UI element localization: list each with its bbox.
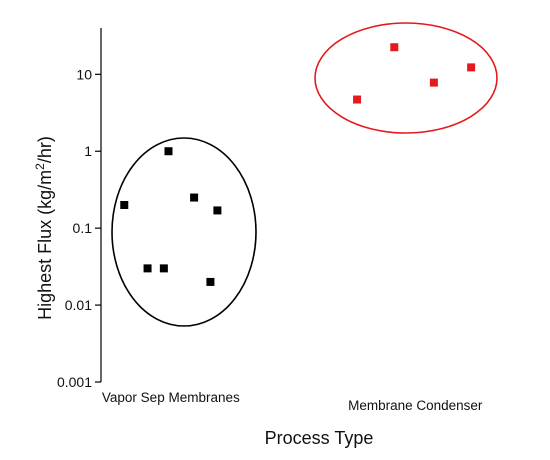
data-point bbox=[213, 206, 222, 215]
data-point bbox=[120, 201, 129, 209]
data-points bbox=[120, 43, 476, 286]
y-ticks: 0.001 0.01 0.1 1 10 bbox=[57, 66, 101, 390]
y-tick-label: 10 bbox=[76, 66, 92, 82]
category-labels: Vapor Sep Membranes Membrane Condenser bbox=[102, 390, 483, 413]
y-tick-label: 0.1 bbox=[73, 220, 93, 236]
y-axis-title: Highest Flux (kg/m2/hr) bbox=[33, 136, 55, 320]
y-axis-title-post: /hr) bbox=[35, 136, 55, 163]
x-axis-title: Process Type bbox=[265, 428, 374, 448]
cluster-ellipse bbox=[111, 137, 257, 327]
y-tick-label: 1 bbox=[84, 143, 92, 159]
data-point bbox=[206, 277, 215, 286]
category-label: Vapor Sep Membranes bbox=[102, 390, 240, 405]
y-axis-title-pre: Highest Flux (kg/m bbox=[35, 170, 55, 320]
data-point bbox=[467, 63, 476, 72]
y-tick-label: 0.001 bbox=[57, 374, 92, 390]
data-point bbox=[429, 78, 438, 87]
data-point bbox=[159, 264, 168, 273]
data-point bbox=[164, 147, 173, 156]
y-tick-label: 0.01 bbox=[65, 297, 92, 313]
y-axis-title-sup: 2 bbox=[33, 163, 47, 170]
data-point bbox=[143, 264, 152, 273]
data-point bbox=[390, 43, 399, 52]
data-point bbox=[353, 95, 362, 104]
cluster-ellipse bbox=[314, 22, 498, 134]
data-point bbox=[190, 193, 199, 202]
category-label: Membrane Condenser bbox=[348, 398, 483, 413]
cluster-ellipses bbox=[111, 22, 498, 327]
